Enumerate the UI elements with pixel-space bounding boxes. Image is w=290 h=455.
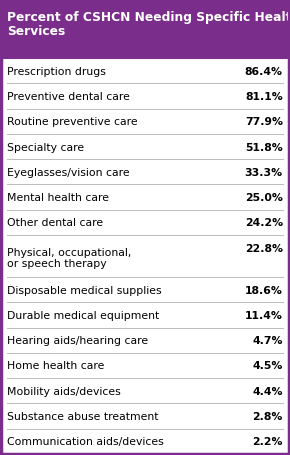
Bar (1, 185, 289, 210)
Bar (1, 59, 289, 84)
Text: 33.3%: 33.3% (245, 167, 283, 177)
Text: 4.5%: 4.5% (252, 361, 283, 370)
Text: Specialty care: Specialty care (7, 142, 84, 152)
Text: 11.4%: 11.4% (245, 310, 283, 320)
Text: Mental health care: Mental health care (7, 192, 109, 202)
Bar (1, 278, 289, 303)
Bar (1, 378, 289, 404)
Text: 2.2%: 2.2% (252, 436, 283, 446)
Text: Substance abuse treatment: Substance abuse treatment (7, 411, 159, 421)
Text: Services: Services (7, 25, 66, 38)
Text: 81.1%: 81.1% (245, 92, 283, 102)
Text: 4.4%: 4.4% (252, 386, 283, 396)
Text: 86.4%: 86.4% (245, 67, 283, 77)
Text: Routine preventive care: Routine preventive care (7, 117, 138, 127)
Text: Durable medical equipment: Durable medical equipment (7, 310, 160, 320)
Bar (1, 110, 289, 135)
Bar (1, 303, 289, 328)
Text: 24.2%: 24.2% (245, 218, 283, 228)
Bar (1, 160, 289, 185)
Text: 4.7%: 4.7% (252, 335, 283, 345)
Text: Communication aids/devices: Communication aids/devices (7, 436, 164, 446)
Text: or speech therapy: or speech therapy (7, 259, 107, 269)
Bar (1, 429, 289, 454)
Text: 77.9%: 77.9% (245, 117, 283, 127)
Text: Mobility aids/devices: Mobility aids/devices (7, 386, 121, 396)
Bar (1, 235, 289, 278)
Text: Disposable medical supplies: Disposable medical supplies (7, 285, 162, 295)
Bar (1, 84, 289, 110)
Text: 2.8%: 2.8% (252, 411, 283, 421)
Bar (1, 353, 289, 378)
Text: 25.0%: 25.0% (245, 192, 283, 202)
Text: Percent of CSHCN Needing Specific Health: Percent of CSHCN Needing Specific Health (7, 11, 290, 24)
Bar (1, 135, 289, 160)
Text: Prescription drugs: Prescription drugs (7, 67, 106, 77)
Text: Preventive dental care: Preventive dental care (7, 92, 130, 102)
Text: Physical, occupational,: Physical, occupational, (7, 248, 132, 258)
Text: 18.6%: 18.6% (245, 285, 283, 295)
Text: Hearing aids/hearing care: Hearing aids/hearing care (7, 335, 148, 345)
Text: Other dental care: Other dental care (7, 218, 103, 228)
Text: Home health care: Home health care (7, 361, 105, 370)
Bar (1, 328, 289, 353)
Bar (1, 404, 289, 429)
Bar (1, 1, 289, 59)
Bar (1, 210, 289, 235)
Text: Eyeglasses/vision care: Eyeglasses/vision care (7, 167, 130, 177)
Text: 22.8%: 22.8% (245, 243, 283, 253)
Text: 51.8%: 51.8% (245, 142, 283, 152)
